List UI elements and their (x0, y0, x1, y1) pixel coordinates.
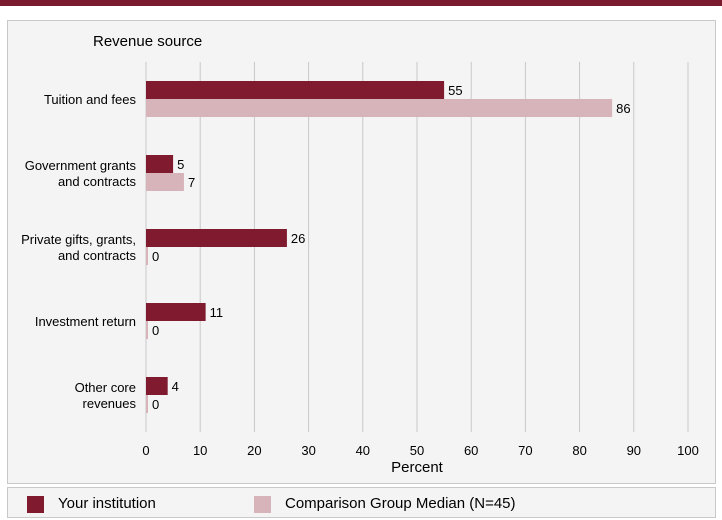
data-label: 11 (210, 305, 224, 320)
bar (146, 81, 445, 99)
category-label: Other core (75, 380, 136, 395)
data-label: 26 (291, 231, 305, 246)
bar (146, 377, 168, 395)
legend-label: Comparison Group Median (N=45) (285, 495, 516, 512)
category-label: and contracts (58, 248, 137, 263)
header-rule (0, 0, 722, 6)
bar (146, 155, 174, 173)
data-label: 86 (616, 101, 630, 116)
x-tick-label: 90 (627, 443, 641, 458)
x-ticks: 0 10 20 30 40 50 60 70 80 90 100 (142, 443, 698, 458)
bar (146, 99, 613, 117)
data-label: 0 (152, 323, 159, 338)
legend-label: Your institution (58, 495, 156, 512)
category-label: Tuition and fees (44, 92, 137, 107)
data-label: 4 (172, 379, 179, 394)
x-tick-label: 0 (142, 443, 149, 458)
legend-swatch (27, 495, 44, 513)
category-label: Private gifts, grants, (21, 232, 136, 247)
bar (146, 173, 184, 191)
x-tick-label: 10 (193, 443, 207, 458)
bar (146, 229, 287, 247)
category-label: revenues (83, 396, 137, 411)
bar (146, 247, 148, 265)
bar (146, 303, 206, 321)
category-label: and contracts (58, 174, 137, 189)
data-label: 7 (188, 175, 195, 190)
category-label: Investment return (35, 314, 136, 329)
x-axis-title: Percent (391, 459, 444, 476)
x-tick-label: 60 (464, 443, 478, 458)
bar (146, 321, 148, 339)
legend-swatch (254, 495, 271, 513)
x-tick-label: 80 (572, 443, 586, 458)
bar (146, 395, 148, 413)
legend-item-comparison-group: Comparison Group Median (N=45) (254, 495, 516, 513)
x-tick-label: 30 (301, 443, 315, 458)
data-label: 5 (177, 157, 184, 172)
data-label: 0 (152, 249, 159, 264)
category-label: Government grants (25, 158, 137, 173)
x-tick-label: 50 (410, 443, 424, 458)
y-axis-title: Revenue source (93, 33, 202, 50)
data-label: 0 (152, 397, 159, 412)
x-tick-label: 40 (356, 443, 370, 458)
x-tick-label: 100 (677, 443, 699, 458)
legend-item-your-institution: Your institution (27, 495, 156, 513)
x-tick-label: 20 (247, 443, 261, 458)
data-label: 55 (448, 83, 462, 98)
legend: Your institution Comparison Group Median… (7, 487, 716, 518)
x-tick-label: 70 (518, 443, 532, 458)
